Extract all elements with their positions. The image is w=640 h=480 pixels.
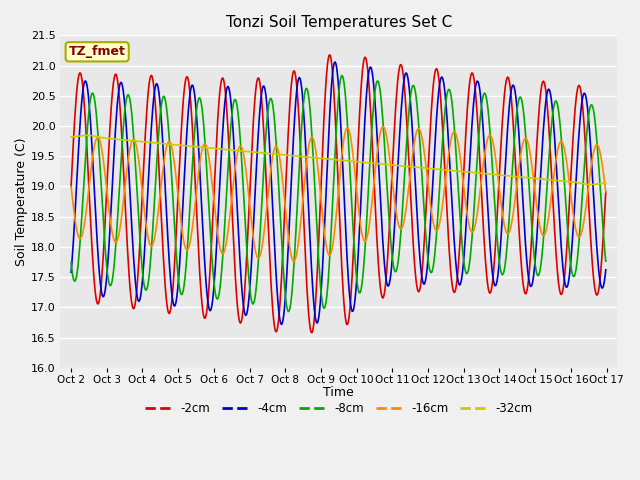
X-axis label: Time: Time	[323, 386, 354, 399]
Text: TZ_fmet: TZ_fmet	[68, 45, 125, 58]
Title: Tonzi Soil Temperatures Set C: Tonzi Soil Temperatures Set C	[226, 15, 452, 30]
Legend: -2cm, -4cm, -8cm, -16cm, -32cm: -2cm, -4cm, -8cm, -16cm, -32cm	[140, 397, 538, 420]
Y-axis label: Soil Temperature (C): Soil Temperature (C)	[15, 137, 28, 266]
